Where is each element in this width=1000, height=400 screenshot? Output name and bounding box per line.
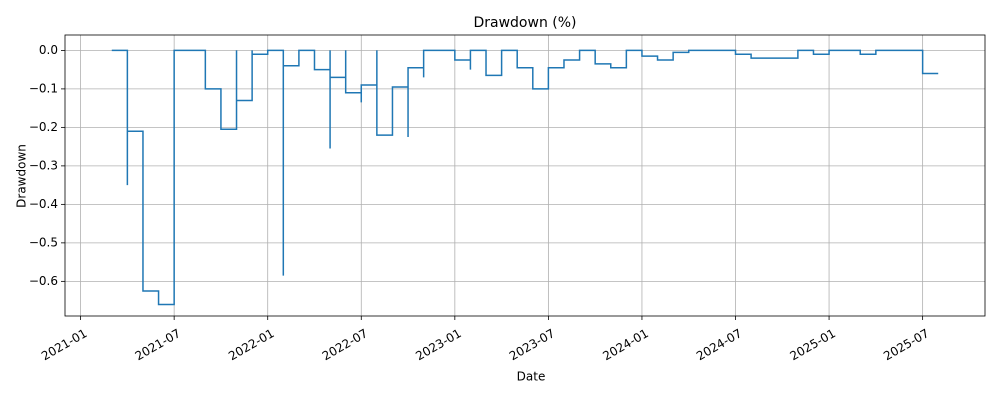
chart-title: Drawdown (%): [473, 15, 576, 31]
x-tick-label: 2021-01: [39, 326, 89, 363]
y-tick-label: −0.1: [29, 81, 58, 95]
drawdown-line: [111, 49, 939, 306]
x-tick-label: 2025-07: [881, 326, 931, 363]
x-tick-label: 2024-07: [694, 326, 744, 363]
x-tick-label: 2024-01: [600, 326, 650, 363]
y-tick-label: −0.4: [29, 197, 58, 211]
y-tick-label: −0.6: [29, 274, 58, 288]
y-tick-label: −0.2: [29, 120, 58, 134]
y-tick-label: 0.0: [39, 43, 58, 57]
x-tick-label: 2022-01: [226, 326, 276, 363]
x-axis-label: Date: [517, 370, 546, 384]
y-axis-label: Drawdown: [15, 144, 29, 208]
x-tick-label: 2023-07: [507, 326, 557, 363]
plot-frame: [64, 34, 986, 317]
x-tick-label: 2023-01: [413, 326, 463, 363]
x-tick-label: 2022-07: [320, 326, 370, 363]
y-tick-label: −0.3: [29, 158, 58, 172]
y-tick-label: −0.5: [29, 235, 58, 249]
x-tick-label: 2025-01: [788, 326, 838, 363]
x-tick-label: 2021-07: [133, 326, 183, 363]
